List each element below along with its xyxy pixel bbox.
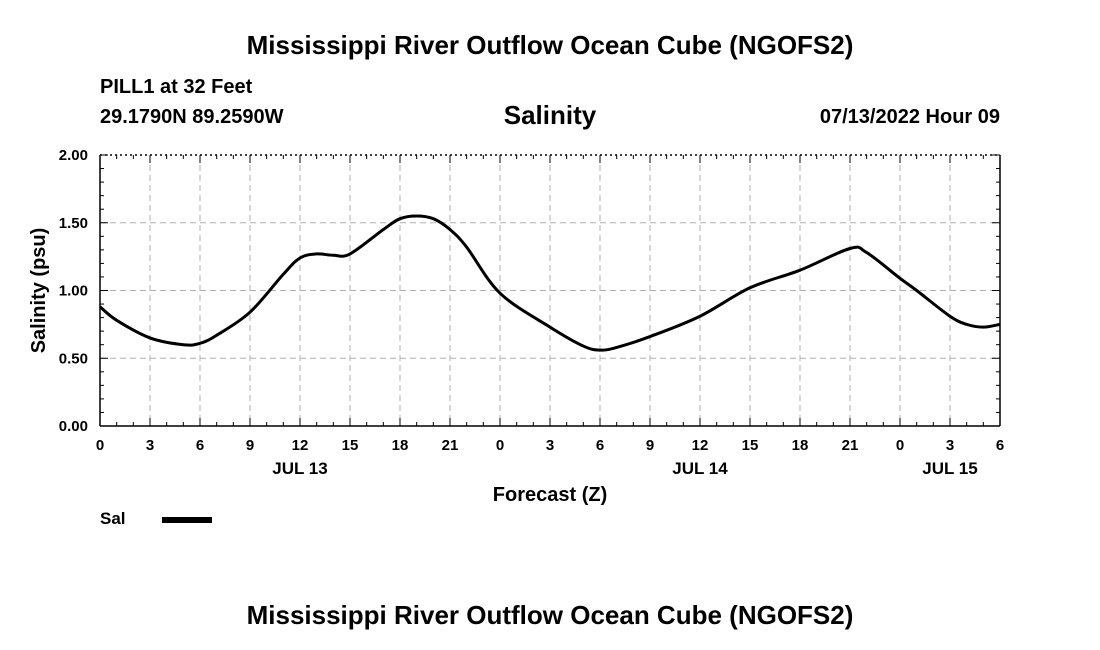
x-tick-label: 18 <box>392 437 409 454</box>
y-tick-label: 1.00 <box>59 283 88 300</box>
y-tick-label: 0.00 <box>59 418 88 435</box>
x-tick-label: 18 <box>792 437 809 454</box>
x-tick-label: 3 <box>146 437 154 454</box>
footer-title: Mississippi River Outflow Ocean Cube (NG… <box>246 600 854 630</box>
station-coordinates: 29.1790N 89.2590W <box>100 106 284 128</box>
y-axis-label: Salinity (psu) <box>28 228 50 354</box>
day-label: JUL 15 <box>922 459 977 478</box>
y-tick-label: 0.50 <box>59 350 88 367</box>
x-tick-label: 6 <box>196 437 204 454</box>
y-tick-label: 1.50 <box>59 215 88 232</box>
station-label: PILL1 at 32 Feet <box>100 76 253 98</box>
x-tick-label: 15 <box>742 437 759 454</box>
legend-label: Sal <box>100 509 126 528</box>
chart-main-title: Mississippi River Outflow Ocean Cube (NG… <box>246 30 854 60</box>
x-tick-label: 6 <box>996 437 1004 454</box>
x-axis-label: Forecast (Z) <box>493 484 607 506</box>
legend-swatch <box>162 517 212 523</box>
x-tick-label: 0 <box>896 437 904 454</box>
x-tick-label: 0 <box>96 437 104 454</box>
x-tick-label: 15 <box>342 437 359 454</box>
y-tick-label: 2.00 <box>59 147 88 164</box>
x-tick-label: 3 <box>546 437 554 454</box>
x-tick-label: 12 <box>692 437 709 454</box>
series-line-sal <box>99 214 1001 352</box>
x-tick-label: 6 <box>596 437 604 454</box>
forecast-datetime: 07/13/2022 Hour 09 <box>819 106 1000 128</box>
day-label: JUL 14 <box>672 459 728 478</box>
day-label: JUL 13 <box>272 459 327 478</box>
x-tick-label: 3 <box>946 437 954 454</box>
variable-title: Salinity <box>503 100 597 130</box>
x-tick-label: 0 <box>496 437 504 454</box>
x-tick-label: 21 <box>842 437 859 454</box>
x-tick-label: 9 <box>646 437 654 454</box>
x-tick-label: 9 <box>246 437 254 454</box>
x-tick-label: 12 <box>292 437 309 454</box>
x-tick-label: 21 <box>442 437 459 454</box>
